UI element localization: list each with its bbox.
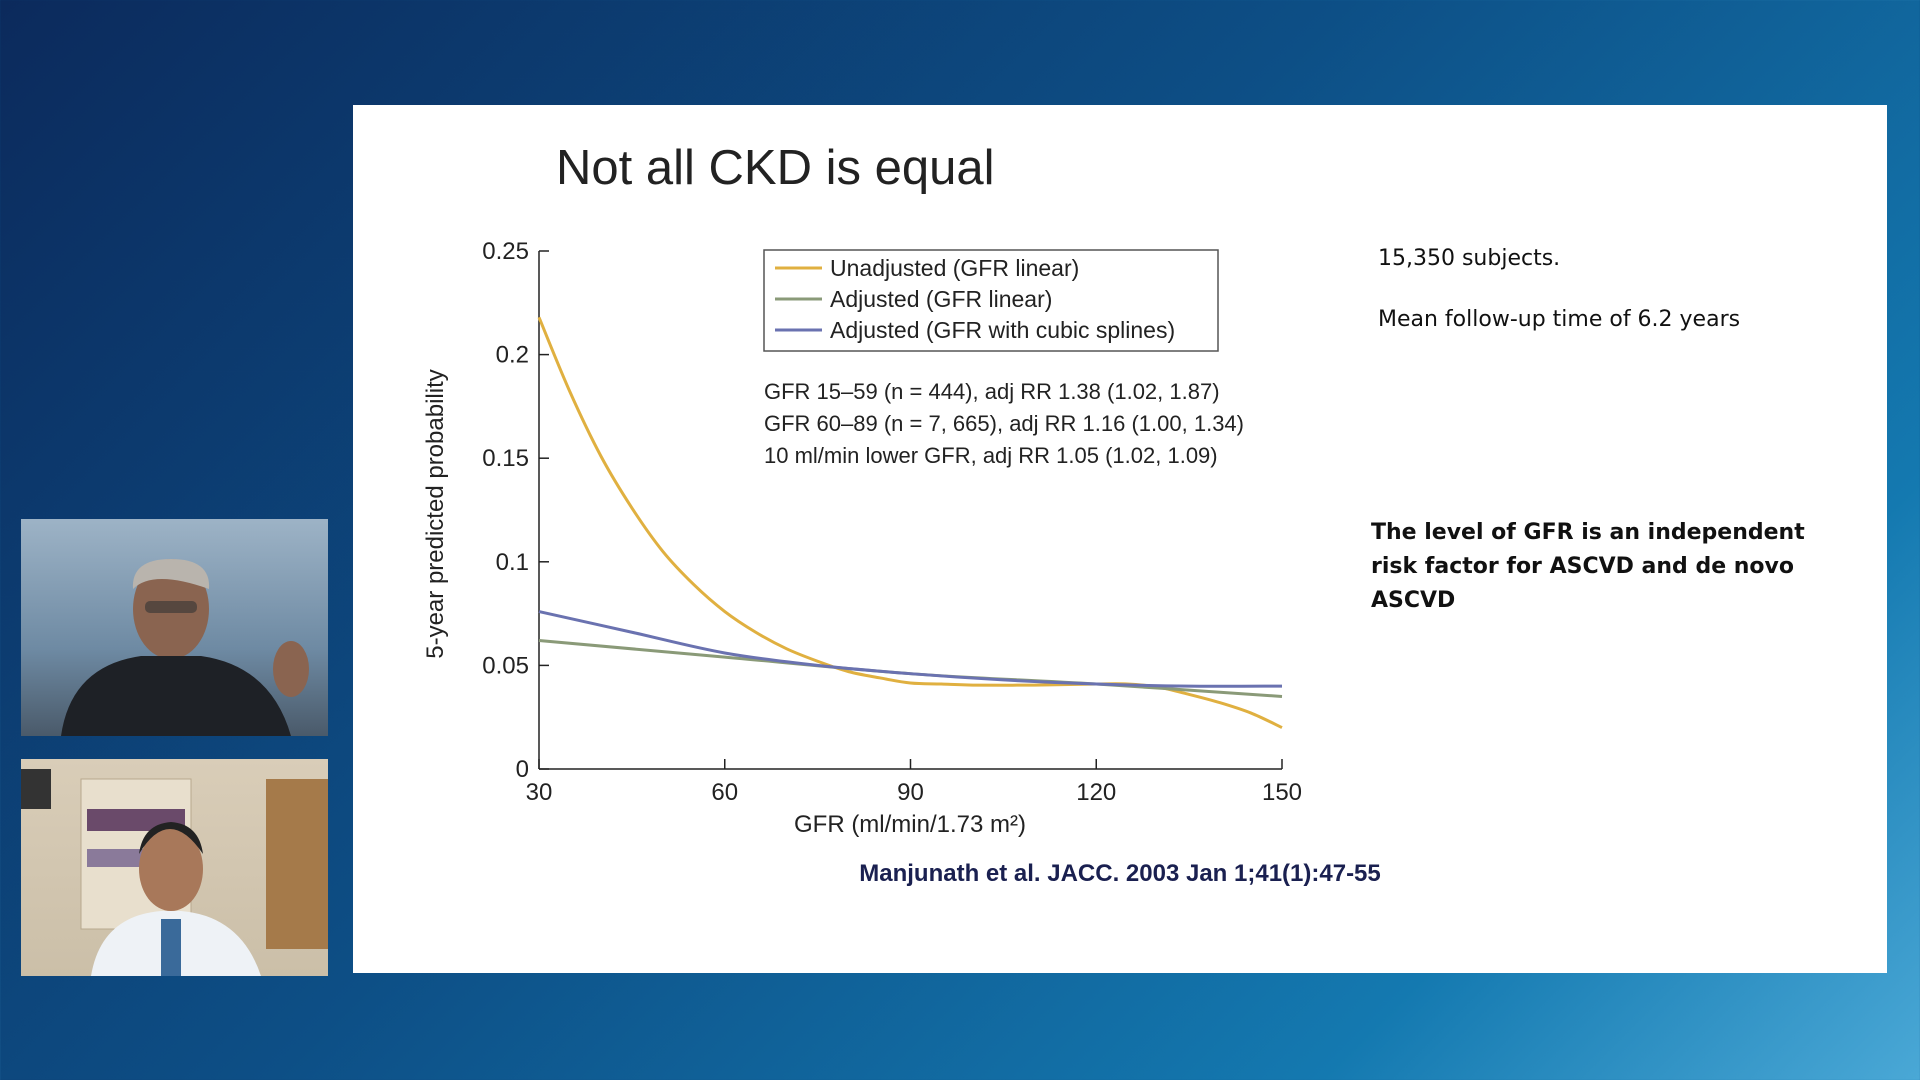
chart-annotation-2: 10 ml/min lower GFR, adj RR 1.05 (1.02, …	[764, 443, 1218, 468]
speaker-video[interactable]	[21, 519, 328, 736]
conclusion-text: The level of GFR is an independent risk …	[1371, 520, 1805, 613]
series-line-1	[538, 639, 1283, 698]
y-tick-label: 0	[516, 756, 529, 783]
citation: Manjunath et al. JACC. 2003 Jan 1;41(1):…	[859, 860, 1381, 887]
x-tick-label: 150	[1262, 779, 1302, 806]
note-subjects: 15,350 subjects.	[1378, 246, 1561, 271]
slide-title: Not all CKD is equal	[556, 141, 995, 195]
x-tick-label: 120	[1076, 779, 1116, 806]
y-tick-label: 0.2	[496, 342, 529, 369]
note-follow-up: Mean follow-up time of 6.2 years	[1378, 307, 1741, 332]
legend-label-1: Adjusted (GFR linear)	[830, 286, 1052, 312]
legend-label-0: Unadjusted (GFR linear)	[830, 255, 1079, 281]
legend-label-2: Adjusted (GFR with cubic splines)	[830, 317, 1175, 343]
speaker-silhouette	[61, 559, 309, 736]
participant-video[interactable]	[21, 759, 328, 976]
legend-box	[763, 249, 1219, 352]
x-axis-label: GFR (ml/min/1.73 m²)	[794, 811, 1026, 838]
x-tick-label: 90	[897, 779, 924, 806]
y-axis-label: 5-year predicted probability	[422, 369, 449, 659]
x-tick-label: 30	[526, 779, 553, 806]
y-tick-label: 0.05	[482, 652, 529, 679]
series-line-2	[538, 610, 1283, 688]
chart-annotation-1: GFR 60–89 (n = 7, 665), adj RR 1.16 (1.0…	[764, 411, 1244, 436]
x-tick-label: 60	[711, 779, 738, 806]
chart-annotation-0: GFR 15–59 (n = 444), adj RR 1.38 (1.02, …	[764, 379, 1220, 404]
y-tick-label: 0.1	[496, 549, 529, 576]
y-tick-label: 0.25	[482, 238, 529, 265]
participant-silhouette	[21, 769, 328, 976]
y-tick-label: 0.15	[482, 445, 529, 472]
